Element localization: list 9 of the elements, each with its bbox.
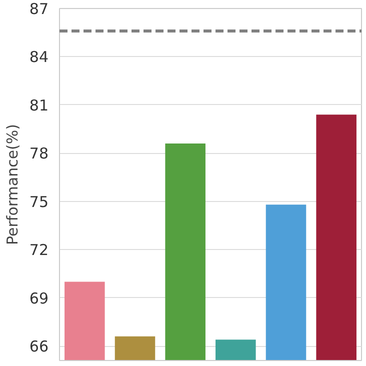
y-axis-title: Performance(%)	[3, 124, 22, 246]
y-tick-label: 81	[29, 96, 49, 114]
y-tick-label: 66	[29, 338, 49, 356]
y-tick-label: 72	[29, 241, 49, 260]
y-tick-label: 87	[29, 0, 49, 18]
y-tick-label: 78	[29, 144, 49, 163]
y-tick-label: 75	[29, 192, 49, 211]
y-tick-label: 84	[29, 48, 49, 66]
y-tick-label: 69	[29, 289, 49, 308]
